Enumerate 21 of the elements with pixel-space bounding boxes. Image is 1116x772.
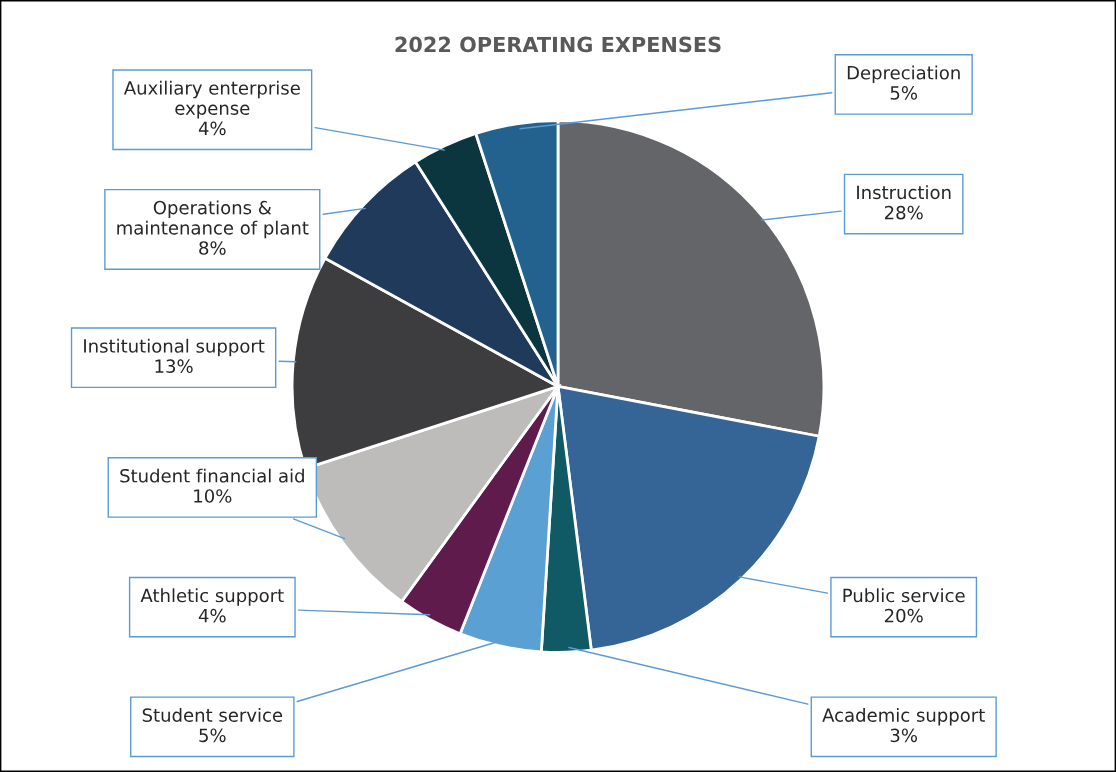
slice-label: Academic support xyxy=(822,707,985,726)
data-label: 4% xyxy=(198,608,226,623)
data-label: 5% xyxy=(890,86,918,100)
slice-label: Instruction xyxy=(857,185,951,200)
slice-label: Depreciation xyxy=(847,65,960,84)
slice-label: Athletic support xyxy=(140,588,284,606)
data-label: 3% xyxy=(890,728,918,743)
slice-label: Auxiliary enterprise expense xyxy=(123,80,300,119)
slice-label: Institutional support xyxy=(84,338,265,357)
slice-label: Student service xyxy=(142,707,283,722)
data-label: 10% xyxy=(194,489,232,503)
data-label: 20% xyxy=(884,608,923,623)
chart-title: 2022 OPERATING EXPENSES xyxy=(395,36,721,53)
slice-label: Operations & maintenance of plant xyxy=(117,200,309,239)
slice-label: Public service xyxy=(843,588,965,603)
slice-label: Student financial aid xyxy=(120,468,304,483)
data-label: 28% xyxy=(884,205,923,220)
data-label: 4% xyxy=(198,121,226,136)
data-label: 8% xyxy=(199,241,226,255)
data-label: 5% xyxy=(199,728,226,743)
data-label: 13% xyxy=(155,359,193,373)
